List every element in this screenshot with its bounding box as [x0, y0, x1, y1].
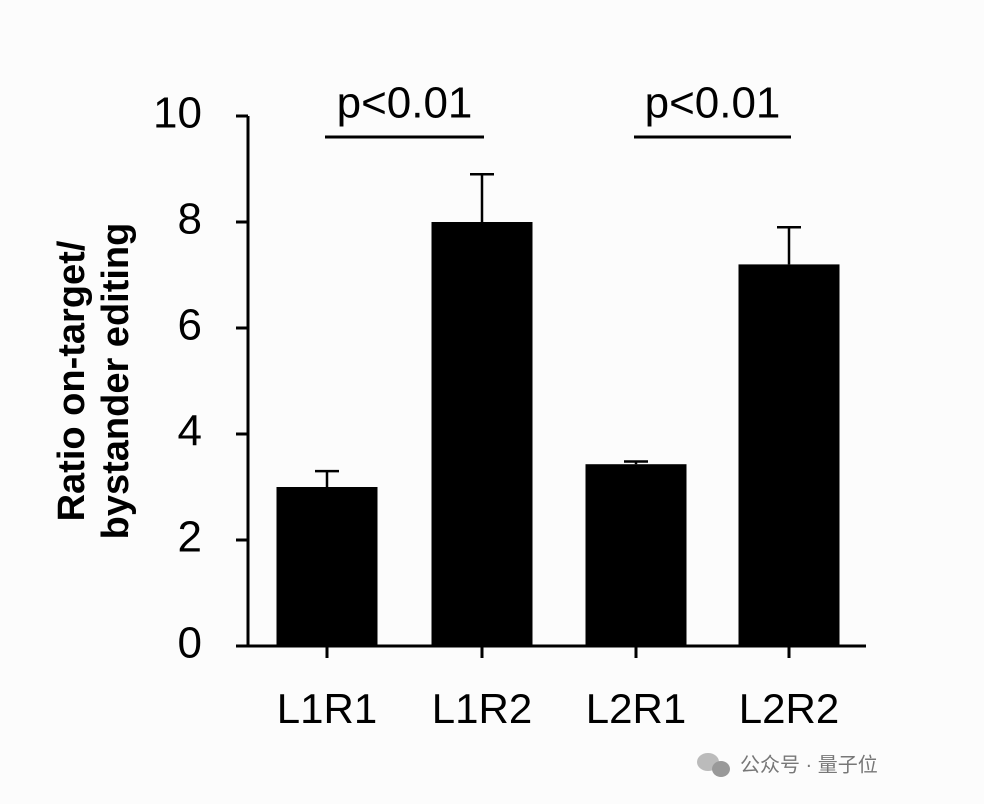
bar: [738, 264, 840, 646]
y-tick-label: 8: [178, 195, 202, 244]
x-tick-label: L2R2: [739, 685, 839, 732]
watermark: 公众号 · 量子位: [740, 753, 878, 776]
y-tick-label: 2: [178, 513, 202, 562]
x-tick-label: L2R1: [586, 685, 686, 732]
y-tick-label: 4: [178, 407, 202, 456]
annotation: p<0.01: [645, 79, 781, 128]
annotation: p<0.01: [337, 79, 473, 128]
y-tick-label: 10: [153, 89, 202, 138]
y-label-line: Ratio on-target/: [51, 240, 93, 521]
bar: [276, 487, 378, 646]
x-tick-label: L1R2: [432, 685, 532, 732]
watermark-icon: [697, 753, 730, 777]
y-label-line: bystander editing: [95, 223, 137, 540]
bar: [585, 464, 687, 646]
y-axis-label: Ratio on-target/ bystander editing: [51, 223, 137, 540]
bar: [431, 222, 533, 646]
y-tick-label: 0: [178, 619, 202, 668]
y-tick-label: 6: [178, 301, 202, 350]
x-tick-label: L1R1: [277, 685, 377, 732]
